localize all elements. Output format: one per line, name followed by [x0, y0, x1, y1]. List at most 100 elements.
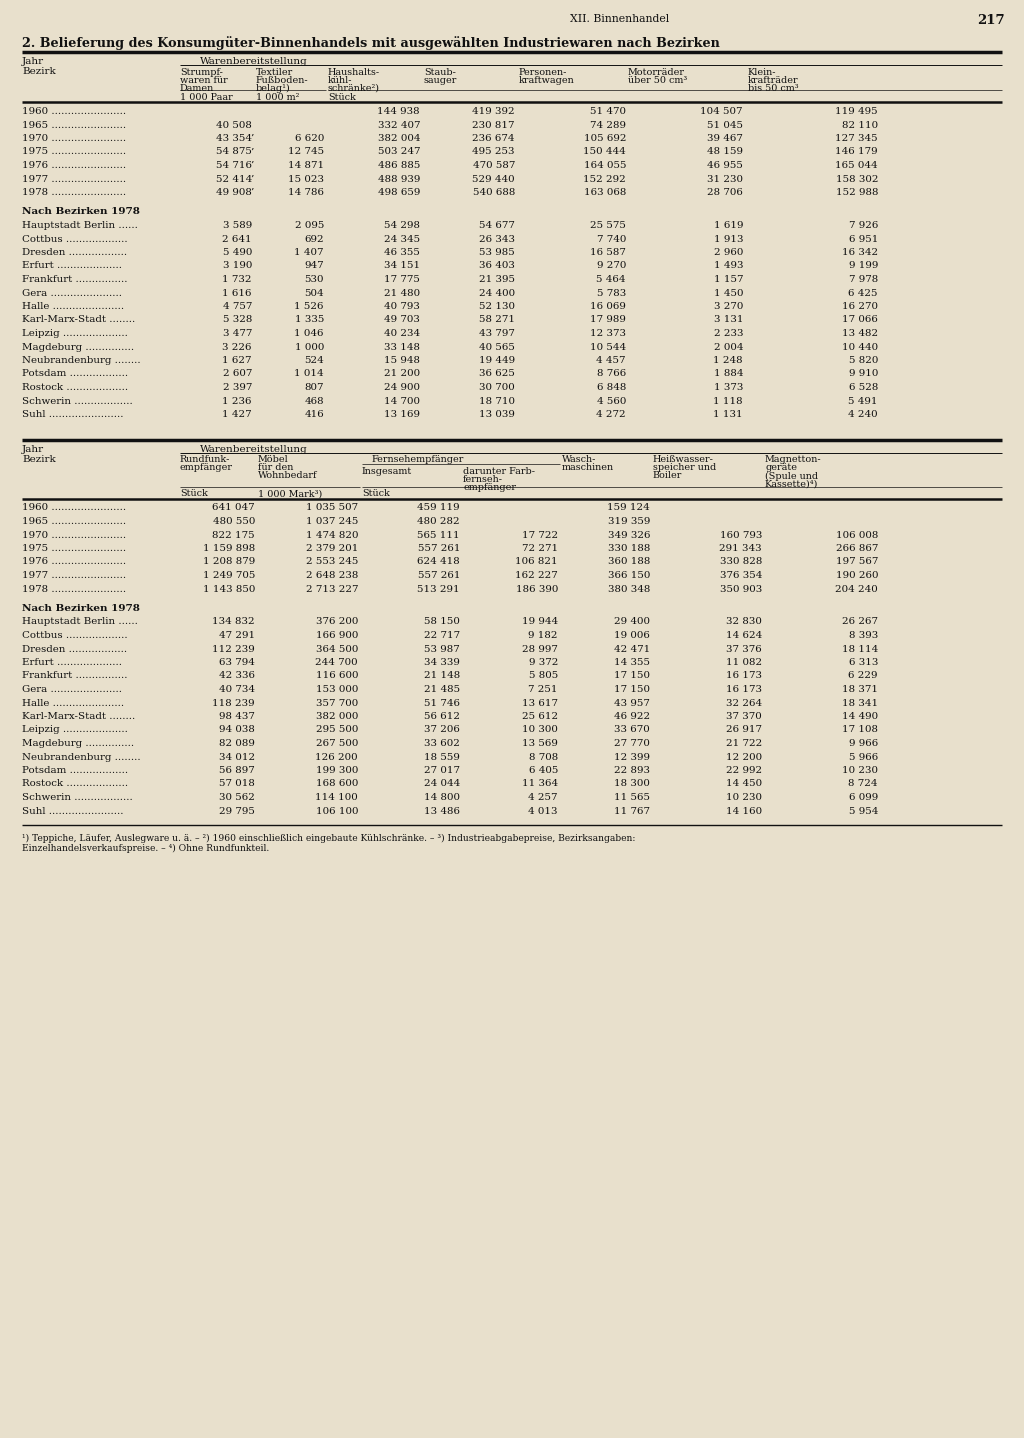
- Text: 1 450: 1 450: [714, 289, 743, 298]
- Text: 503 247: 503 247: [378, 148, 420, 157]
- Text: 126 200: 126 200: [315, 752, 358, 762]
- Text: 480 550: 480 550: [213, 518, 255, 526]
- Text: 4 560: 4 560: [597, 397, 626, 406]
- Text: 11 767: 11 767: [614, 807, 650, 815]
- Text: 16 069: 16 069: [590, 302, 626, 311]
- Text: XII. Binnenhandel: XII. Binnenhandel: [570, 14, 670, 24]
- Text: 33 670: 33 670: [614, 726, 650, 735]
- Text: geräte: geräte: [765, 463, 797, 473]
- Text: 54 875: 54 875: [216, 148, 252, 157]
- Text: 29 795: 29 795: [219, 807, 255, 815]
- Text: 2 648 238: 2 648 238: [305, 571, 358, 580]
- Text: 6 425: 6 425: [849, 289, 878, 298]
- Text: Bezirk: Bezirk: [22, 454, 55, 463]
- Text: 164 055: 164 055: [584, 161, 626, 170]
- Text: ’: ’: [250, 188, 253, 197]
- Text: 1 143 850: 1 143 850: [203, 584, 255, 594]
- Text: 4 240: 4 240: [848, 410, 878, 418]
- Text: 1 474 820: 1 474 820: [305, 531, 358, 539]
- Text: 7 978: 7 978: [849, 275, 878, 283]
- Text: 82 110: 82 110: [842, 121, 878, 129]
- Text: 29 400: 29 400: [614, 617, 650, 627]
- Text: 14 786: 14 786: [288, 188, 324, 197]
- Text: 13 569: 13 569: [522, 739, 558, 748]
- Text: 21 148: 21 148: [424, 672, 460, 680]
- Text: 49 703: 49 703: [384, 315, 420, 325]
- Text: 48 159: 48 159: [707, 148, 743, 157]
- Text: 1 118: 1 118: [714, 397, 743, 406]
- Text: 5 805: 5 805: [528, 672, 558, 680]
- Text: 9 372: 9 372: [528, 659, 558, 667]
- Text: Magdeburg ...............: Magdeburg ...............: [22, 739, 134, 748]
- Text: Strumpf-: Strumpf-: [180, 68, 223, 78]
- Text: krafträder: krafträder: [748, 76, 799, 85]
- Text: 34 339: 34 339: [424, 659, 460, 667]
- Text: 9 270: 9 270: [597, 262, 626, 270]
- Text: Jahr: Jahr: [22, 444, 44, 453]
- Text: 17 722: 17 722: [522, 531, 558, 539]
- Text: 10 440: 10 440: [842, 342, 878, 351]
- Text: 36 403: 36 403: [479, 262, 515, 270]
- Text: 51 746: 51 746: [424, 699, 460, 707]
- Text: 58 150: 58 150: [424, 617, 460, 627]
- Text: 2 233: 2 233: [714, 329, 743, 338]
- Text: 40 793: 40 793: [384, 302, 420, 311]
- Text: 6 229: 6 229: [849, 672, 878, 680]
- Text: 1960 .......................: 1960 .......................: [22, 106, 126, 116]
- Text: Magdeburg ...............: Magdeburg ...............: [22, 342, 134, 351]
- Text: 53 985: 53 985: [479, 247, 515, 257]
- Text: 46 955: 46 955: [708, 161, 743, 170]
- Text: 18 300: 18 300: [614, 779, 650, 788]
- Text: 42 471: 42 471: [613, 644, 650, 653]
- Text: Potsdam ..................: Potsdam ..................: [22, 370, 128, 378]
- Text: Warenbereitstellung: Warenbereitstellung: [200, 58, 308, 66]
- Text: Erfurt ....................: Erfurt ....................: [22, 659, 122, 667]
- Text: 22 717: 22 717: [424, 631, 460, 640]
- Text: Textiler: Textiler: [256, 68, 293, 78]
- Text: 4 013: 4 013: [528, 807, 558, 815]
- Text: 46 355: 46 355: [384, 247, 420, 257]
- Text: Suhl .......................: Suhl .......................: [22, 410, 124, 418]
- Text: 6 313: 6 313: [849, 659, 878, 667]
- Text: 197 567: 197 567: [836, 558, 878, 567]
- Text: Dresden ..................: Dresden ..................: [22, 247, 127, 257]
- Text: 8 393: 8 393: [849, 631, 878, 640]
- Text: 364 500: 364 500: [315, 644, 358, 653]
- Text: 11 082: 11 082: [726, 659, 762, 667]
- Text: 21 395: 21 395: [479, 275, 515, 283]
- Text: 1 373: 1 373: [714, 383, 743, 393]
- Text: 146 179: 146 179: [836, 148, 878, 157]
- Text: 513 291: 513 291: [418, 584, 460, 594]
- Text: 14 355: 14 355: [614, 659, 650, 667]
- Text: Boiler: Boiler: [653, 472, 682, 480]
- Text: 37 370: 37 370: [726, 712, 762, 720]
- Text: Kassette)⁴): Kassette)⁴): [765, 479, 818, 489]
- Text: 119 495: 119 495: [836, 106, 878, 116]
- Text: 37 206: 37 206: [424, 726, 460, 735]
- Text: 1 000 Paar: 1 000 Paar: [180, 93, 232, 102]
- Text: 468: 468: [304, 397, 324, 406]
- Text: 9 182: 9 182: [528, 631, 558, 640]
- Text: ’: ’: [250, 134, 253, 142]
- Text: 4 257: 4 257: [528, 792, 558, 802]
- Text: bis 50 cm³: bis 50 cm³: [748, 83, 799, 93]
- Text: 52 130: 52 130: [479, 302, 515, 311]
- Text: 106 100: 106 100: [315, 807, 358, 815]
- Text: 5 464: 5 464: [597, 275, 626, 283]
- Text: 14 700: 14 700: [384, 397, 420, 406]
- Text: Leipzig ....................: Leipzig ....................: [22, 329, 128, 338]
- Text: 58 271: 58 271: [479, 315, 515, 325]
- Text: 459 119: 459 119: [418, 503, 460, 512]
- Text: 40 234: 40 234: [384, 329, 420, 338]
- Text: 33 148: 33 148: [384, 342, 420, 351]
- Text: 266 867: 266 867: [836, 544, 878, 554]
- Text: Bezirk: Bezirk: [22, 68, 55, 76]
- Text: belag¹): belag¹): [256, 83, 291, 93]
- Text: 152 988: 152 988: [836, 188, 878, 197]
- Text: 16 173: 16 173: [726, 672, 762, 680]
- Text: 21 480: 21 480: [384, 289, 420, 298]
- Text: 1978 .......................: 1978 .......................: [22, 188, 126, 197]
- Text: 8 708: 8 708: [528, 752, 558, 762]
- Text: 5 966: 5 966: [849, 752, 878, 762]
- Text: 21 485: 21 485: [424, 684, 460, 695]
